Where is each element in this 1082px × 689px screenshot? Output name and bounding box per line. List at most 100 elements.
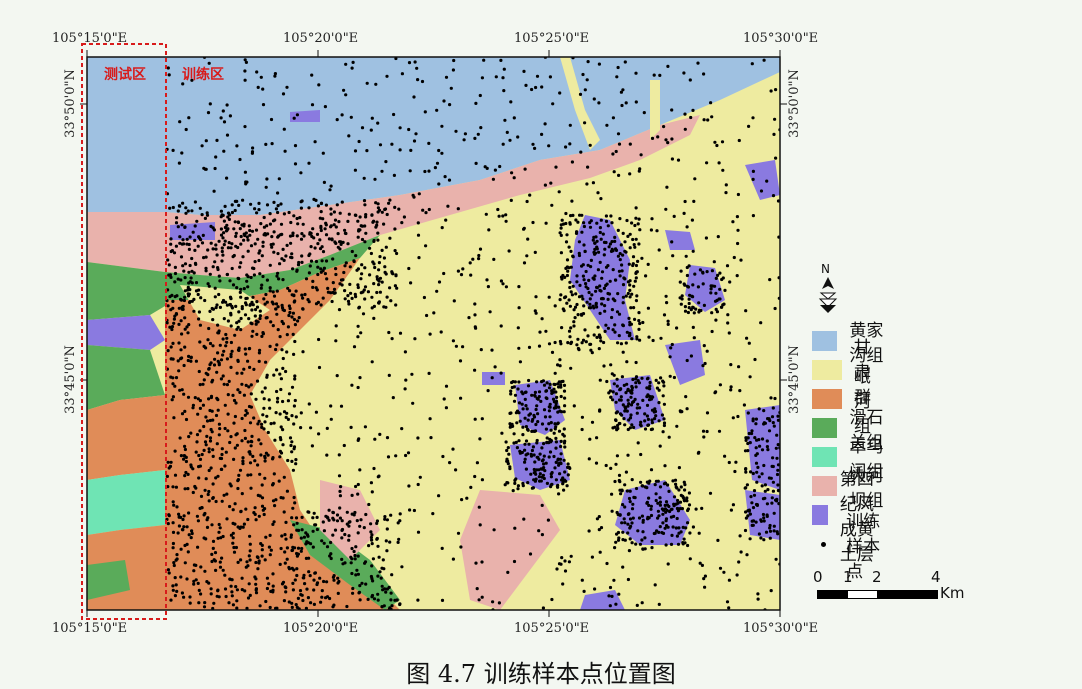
sample-point xyxy=(254,582,258,586)
sample-point xyxy=(582,243,586,247)
sample-point xyxy=(299,536,303,540)
loess-patch xyxy=(665,340,705,385)
sample-point xyxy=(580,230,584,234)
sample-point xyxy=(504,219,508,223)
sample-point xyxy=(751,519,756,523)
sample-point xyxy=(609,214,613,218)
sample-point xyxy=(219,467,223,471)
sample-point xyxy=(378,255,382,259)
scale-unit: Km xyxy=(940,584,965,602)
sample-point xyxy=(638,406,642,410)
sample-point xyxy=(259,286,263,290)
sample-point xyxy=(221,236,225,240)
sample-point xyxy=(506,462,510,466)
sample-point xyxy=(220,249,224,254)
sample-point xyxy=(281,278,285,282)
sample-point xyxy=(623,277,627,281)
sample-point xyxy=(183,561,187,565)
sample-point xyxy=(731,503,736,507)
sample-point xyxy=(548,450,553,454)
sample-point xyxy=(293,162,298,166)
sample-point xyxy=(664,543,668,547)
sample-point xyxy=(248,593,252,598)
sample-point xyxy=(473,474,477,479)
sample-point xyxy=(314,259,319,264)
sample-point xyxy=(318,238,322,242)
sample-point xyxy=(634,381,638,385)
sample-point xyxy=(714,318,718,322)
sample-point xyxy=(343,264,347,268)
sample-point xyxy=(313,523,317,527)
sample-point xyxy=(301,222,305,226)
sample-point xyxy=(203,601,207,605)
sample-point xyxy=(576,337,580,341)
sample-point xyxy=(220,246,224,250)
sample-point xyxy=(400,221,404,225)
sample-point xyxy=(657,401,661,405)
sample-point xyxy=(626,387,630,391)
sample-point xyxy=(275,274,279,278)
sample-point xyxy=(171,541,175,546)
train-zone-label: 训练区 xyxy=(182,67,224,83)
sample-point xyxy=(279,222,284,226)
sample-point xyxy=(666,525,670,529)
sample-point xyxy=(225,272,229,277)
sample-point xyxy=(539,479,543,483)
sample-point xyxy=(350,546,354,551)
sample-point xyxy=(626,404,630,408)
sample-point xyxy=(771,406,775,410)
sample-point xyxy=(589,258,594,262)
sample-point xyxy=(594,461,599,465)
sample-point xyxy=(650,408,655,412)
sample-point xyxy=(207,489,211,494)
sample-point xyxy=(636,529,640,533)
sample-point xyxy=(186,331,190,335)
sample-point xyxy=(225,103,229,107)
sample-point xyxy=(614,248,619,252)
sample-point xyxy=(173,449,177,453)
sample-point xyxy=(398,331,403,335)
sample-point xyxy=(323,105,327,109)
sample-point xyxy=(228,295,233,299)
sample-point xyxy=(676,158,681,162)
sample-point xyxy=(248,228,252,233)
sample-point xyxy=(444,384,449,388)
sample-point xyxy=(332,287,337,291)
sample-point xyxy=(389,598,393,602)
sample-point xyxy=(637,516,642,520)
huangjiagou-area xyxy=(87,57,780,215)
sample-point xyxy=(196,519,200,523)
sample-point xyxy=(648,380,652,385)
sample-point xyxy=(290,315,294,319)
sample-point xyxy=(270,245,274,249)
sample-point xyxy=(274,302,279,306)
sample-point xyxy=(729,388,733,392)
sample-point xyxy=(619,342,624,346)
sample-point xyxy=(343,228,347,232)
sample-point xyxy=(172,317,176,321)
sample-point xyxy=(750,523,754,528)
sample-point xyxy=(232,398,237,403)
sample-point xyxy=(643,547,647,551)
sample-point xyxy=(281,580,286,584)
sample-point xyxy=(549,181,553,185)
sample-point xyxy=(175,505,179,509)
sample-point xyxy=(267,582,271,586)
sample-point xyxy=(182,363,186,368)
sample-point xyxy=(606,326,611,330)
sample-point xyxy=(239,242,243,246)
sample-point xyxy=(634,276,638,280)
sample-point xyxy=(772,529,776,533)
sample-point xyxy=(559,383,563,387)
sample-point xyxy=(254,560,258,565)
sample-point xyxy=(614,418,618,423)
sample-point xyxy=(637,319,641,323)
sample-point xyxy=(609,363,613,367)
sample-point xyxy=(171,205,175,210)
sample-point xyxy=(647,503,651,507)
sample-point xyxy=(221,109,225,113)
sample-point xyxy=(363,224,367,228)
sample-point xyxy=(252,510,256,515)
sample-point xyxy=(339,242,343,246)
sample-point xyxy=(271,324,275,328)
